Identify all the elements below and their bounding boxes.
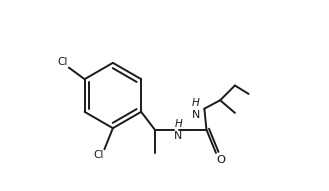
Text: Cl: Cl xyxy=(93,150,104,160)
Text: H: H xyxy=(174,119,182,129)
Text: O: O xyxy=(216,155,225,165)
Text: N: N xyxy=(192,110,201,120)
Text: H: H xyxy=(192,98,200,108)
Text: N: N xyxy=(174,131,183,141)
Text: Cl: Cl xyxy=(58,57,68,66)
